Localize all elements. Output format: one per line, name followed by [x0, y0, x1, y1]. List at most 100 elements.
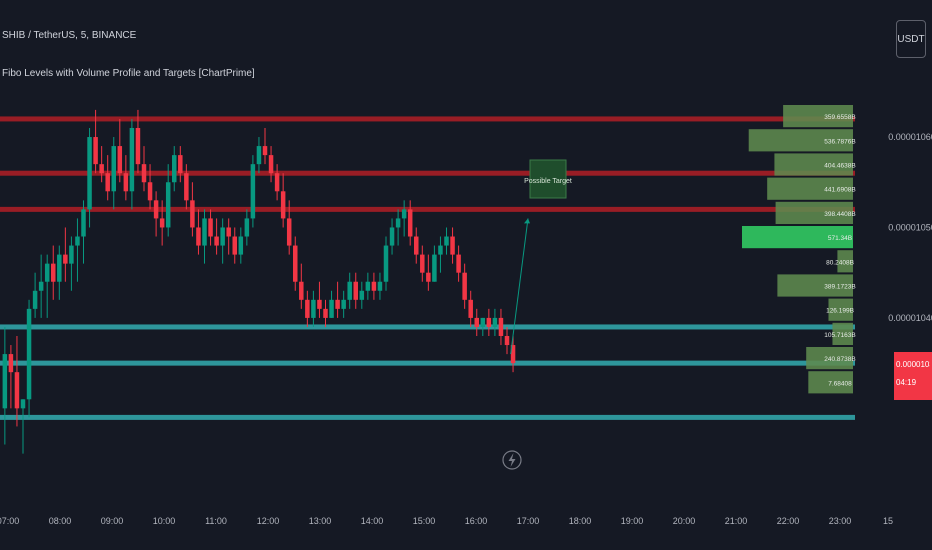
candle-body [432, 254, 437, 282]
candle-body [371, 281, 377, 291]
volume-bar [808, 371, 853, 394]
candle-body [214, 236, 219, 246]
candle-body [395, 218, 401, 228]
symbol-title[interactable]: SHIB / TetherUS, 5, BINANCE [2, 30, 137, 41]
target-arrowhead [524, 218, 530, 224]
candle-body [178, 155, 183, 174]
candle-body [299, 281, 304, 300]
candle-body [51, 263, 56, 282]
candle-body [474, 317, 479, 327]
candle-body [414, 236, 419, 255]
time-tick-label: 11:00 [205, 516, 227, 526]
candle-body [462, 272, 467, 300]
candle-body [450, 236, 455, 255]
volume-bar [774, 153, 853, 176]
candle-body [2, 354, 8, 409]
time-axis[interactable]: 07:00 08:00 09:00 10:00 11:00 12:00 13:00 14:00… [0, 516, 893, 526]
candle-body [311, 299, 316, 318]
target-arrow [510, 218, 529, 355]
candle-body [420, 254, 425, 273]
candle-body [147, 182, 153, 201]
candle-body [220, 227, 225, 246]
time-tick-label: 21:00 [725, 516, 748, 526]
volume-bar [806, 347, 853, 370]
candle-body [226, 227, 231, 237]
candles [2, 109, 516, 454]
candle-body [141, 164, 147, 183]
candle-body [504, 335, 510, 346]
candle-body [389, 227, 395, 246]
candle-body [44, 263, 50, 282]
candle-body [256, 146, 262, 165]
candle-body [347, 281, 352, 300]
time-tick-label: 15:00 [413, 516, 436, 526]
candle-body [196, 227, 201, 246]
bar-countdown: 04:19 [896, 378, 917, 387]
target-label: Possible Target [524, 178, 572, 185]
volume-bar-label: 398.4408B [824, 211, 855, 218]
candle-body [172, 155, 177, 183]
volume-bar [775, 201, 853, 224]
volume-bar-label: 404.4638B [824, 163, 855, 170]
candle-body [293, 245, 298, 282]
volume-bar-label: 80.2408B [826, 259, 854, 266]
fibo-levels [0, 116, 855, 420]
volume-bar-label: 105.7163B [824, 332, 855, 339]
candle-body [486, 317, 492, 327]
candle-body [165, 182, 171, 228]
candle-body [274, 173, 280, 192]
volume-profile: 359.6558B 536.7876B 404.4638B 441.6908B 398.… [742, 105, 856, 394]
currency-button[interactable]: USDT [896, 20, 926, 58]
candle-body [111, 146, 116, 192]
candle-body [329, 299, 334, 318]
candle-body [202, 218, 207, 246]
volume-bar [828, 298, 853, 321]
lightning-icon[interactable] [502, 450, 522, 470]
candle-body [438, 245, 443, 255]
candle-body [383, 245, 389, 282]
candle-body [238, 236, 244, 255]
candle-body [135, 127, 141, 165]
time-tick-label: 16:00 [465, 516, 488, 526]
price-tick-label: 0.00001060 [888, 132, 932, 142]
candle-body [123, 173, 129, 192]
indicator-title[interactable]: Fibo Levels with Volume Profile and Targ… [2, 68, 255, 79]
volume-bar [783, 105, 853, 128]
candle-body [87, 137, 92, 210]
volume-bar-label: 571.34B [828, 235, 852, 242]
time-tick-label: 14:00 [361, 516, 384, 526]
candle-body [57, 254, 62, 282]
candle-body [317, 299, 322, 309]
time-tick-label: 13:00 [309, 516, 332, 526]
volume-bar-label: 536.7876B [824, 138, 855, 145]
candle-body [280, 191, 286, 219]
candle-body [190, 200, 195, 228]
price-tick-label: 0.00001050 [888, 222, 932, 232]
candle-body [159, 218, 165, 228]
candle-body [323, 308, 328, 318]
candle-body [268, 155, 274, 174]
volume-bar [767, 177, 853, 200]
price-tick-label: 0.00001040 [888, 313, 932, 323]
candle-body [335, 299, 340, 309]
candle-body [480, 317, 486, 327]
volume-bar-label: 359.6558B [824, 114, 855, 121]
candle-body [99, 164, 104, 174]
price-axis[interactable]: 0.00001060 0.00001050 0.00001040 [888, 132, 932, 323]
candle-body [75, 236, 80, 246]
candle-body [38, 281, 44, 291]
candle-body [153, 200, 159, 219]
candle-body [286, 218, 292, 246]
candle-body [8, 354, 14, 373]
candle-body [117, 146, 123, 174]
candle-body [456, 254, 461, 273]
volume-bar-label: 240.8738B [824, 356, 855, 363]
candle-body [498, 317, 504, 336]
candle-body [208, 218, 213, 237]
fibo-level-line [0, 414, 855, 420]
candle-body [14, 372, 20, 409]
candle-body [32, 290, 38, 309]
candle-body [250, 164, 256, 219]
